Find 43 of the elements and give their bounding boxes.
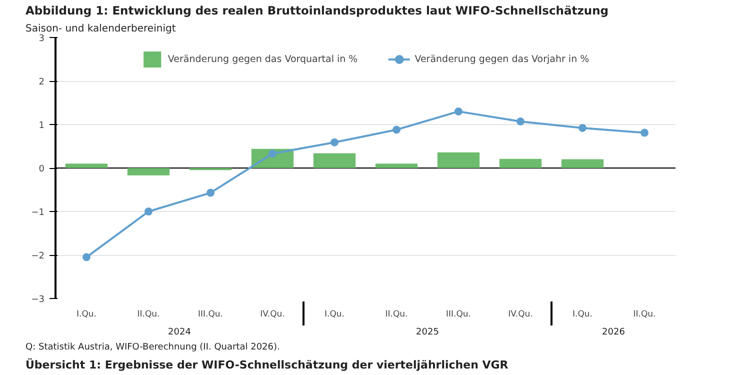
bar [127, 168, 170, 176]
bar [375, 164, 418, 168]
bar [437, 152, 480, 168]
chart-subtitle: Saison- und kalenderbereinigt [26, 24, 176, 34]
y-tick-label: −1 [31, 208, 45, 218]
y-tick-label: 3 [38, 34, 45, 44]
point [640, 128, 648, 137]
x-tick-label: II.Qu. [385, 310, 408, 320]
point [144, 208, 152, 216]
x-tick-label: IV.Qu. [508, 310, 533, 320]
point [578, 124, 586, 132]
y-tick-label: −3 [31, 295, 45, 305]
x-tick-label: II.Qu. [633, 310, 656, 320]
chart-title: Abbildung 1: Entwicklung des realen Bruttoinlandsproduktes laut WIFO-Schnellschätzung [26, 4, 609, 18]
x-tick-label: I.Qu. [572, 310, 593, 320]
point [268, 150, 276, 158]
legend-label: Veränderung gegen das Vorjahr in % [414, 54, 590, 64]
point [454, 107, 462, 116]
x-tick-label: III.Qu. [446, 310, 472, 320]
text: 2025 [416, 328, 439, 338]
bar [313, 153, 356, 168]
point [330, 138, 338, 146]
point [82, 253, 90, 262]
x-tick-label: II.Qu. [137, 310, 160, 320]
text: Übersicht 1: Ergebnisse der WIFO-Schnellschätzung der vierteljährlichen VGR [26, 358, 509, 372]
x-tick-label: IV.Qu. [260, 310, 285, 320]
x-tick-label: I.Qu. [76, 310, 97, 320]
y-tick-label: 1 [38, 121, 45, 131]
bar [499, 158, 542, 168]
x-tick-label: I.Qu. [324, 310, 345, 320]
text: 2026 [602, 328, 626, 338]
bar [561, 159, 604, 168]
point [392, 126, 400, 134]
x-tick-label: III.Qu. [198, 310, 224, 320]
text: Q: Statistik Austria, WIFO-Berechnung (II. Quartal 2026). [26, 342, 280, 352]
y-tick-label: 0 [38, 164, 45, 174]
bar [65, 164, 108, 168]
y-tick-label: −2 [31, 252, 45, 262]
point [206, 188, 214, 197]
y-tick-label: 2 [38, 78, 45, 88]
point [516, 117, 524, 126]
legend-label: Veränderung gegen das Vorquartal in % [168, 54, 358, 64]
text: 2024 [168, 328, 192, 338]
